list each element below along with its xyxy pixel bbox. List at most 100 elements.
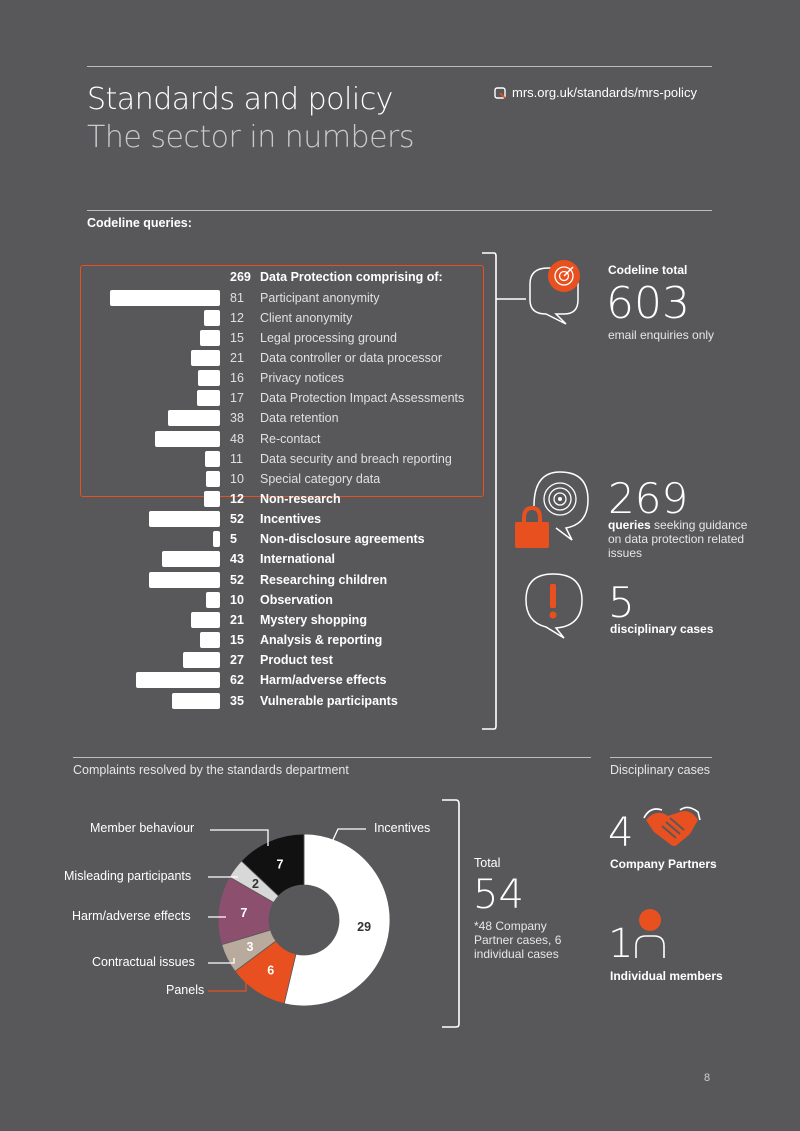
bar-value: 27 — [230, 653, 244, 668]
complaints-total-note: *48 Company Partner cases, 6 individual … — [474, 919, 562, 961]
bar-value: 15 — [230, 330, 244, 345]
bar — [203, 491, 220, 507]
bar-value: 12 — [230, 310, 244, 325]
page-title: Standards and policy — [87, 82, 393, 117]
bar-value: 12 — [230, 492, 244, 506]
label-panels: Panels — [166, 983, 205, 997]
bar-label: Data Protection Impact Assessments — [260, 391, 465, 406]
bar — [183, 652, 220, 669]
bar-label: Researching children — [260, 572, 388, 587]
bar-label: Harm/adverse effects — [260, 673, 387, 688]
bar-value: 21 — [230, 350, 244, 365]
bar-row: 62 Harm/adverse effects — [0, 670, 500, 690]
bar-value: 35 — [230, 693, 244, 708]
data-protection-frame — [80, 265, 484, 497]
bar-value: 11 — [230, 451, 243, 466]
bar-value: 43 — [230, 552, 244, 567]
leader-incentives — [331, 828, 366, 843]
bar-row: 12 Client anonymity — [0, 308, 500, 328]
bar-label: Analysis & reporting — [260, 633, 383, 648]
bar-row: 48 Re-contact — [0, 429, 500, 449]
bar-label: Participant anonymity — [260, 290, 380, 305]
bar-label: Re-contact — [260, 431, 321, 446]
leader-member-behaviour — [210, 829, 269, 846]
bar — [168, 410, 220, 427]
donut-slice-value: 2 — [252, 877, 259, 891]
leader-panels — [208, 982, 247, 992]
bar-value: 15 — [230, 633, 244, 648]
bar-row: 5 Non-disclosure agreements — [0, 529, 500, 549]
top-rule — [87, 66, 712, 67]
section-rule — [87, 210, 712, 211]
leader-contractual — [208, 958, 235, 964]
bar-row: 52 Incentives — [0, 509, 500, 529]
donut-slice-value: 6 — [267, 964, 274, 978]
dp-queries-text: seeking guidance on data protection rela… — [608, 518, 748, 560]
bar — [191, 611, 220, 628]
bar-label: Client anonymity — [260, 310, 353, 325]
link-icon — [494, 86, 506, 99]
bar-row: 21 Mystery shopping — [0, 610, 500, 630]
complaints-rule — [73, 757, 591, 758]
policy-link-text[interactable]: mrs.org.uk/standards/mrs-policy — [512, 85, 697, 100]
bar — [172, 692, 220, 709]
speech-bubble-icon — [529, 260, 580, 325]
codeline-bracket — [482, 252, 526, 730]
bar-row: 16 Privacy notices — [0, 368, 500, 388]
bar-row: 11 Data security and breach reporting — [0, 449, 500, 469]
codeline-total-value: 603 — [606, 278, 690, 329]
bar — [135, 672, 220, 689]
label-incentives: Incentives — [374, 821, 431, 835]
donut-slice-value: 29 — [357, 920, 371, 934]
bar-value: 21 — [230, 612, 244, 627]
company-partners-value: 4 — [608, 810, 634, 856]
bar — [213, 531, 220, 548]
bar-row: 15 Legal processing ground — [0, 328, 500, 348]
disciplinary-section-label: Disciplinary cases — [610, 763, 711, 777]
complaints-total-label: Total — [474, 856, 501, 870]
bar-value: 10 — [230, 592, 244, 607]
bar-label: Vulnerable participants — [260, 693, 398, 708]
bar-row: 81 Participant anonymity — [0, 288, 500, 308]
bar-label: Data retention — [260, 411, 339, 426]
dp-queries-bold: queries — [608, 518, 651, 532]
bar-value: 81 — [230, 290, 244, 305]
bar — [161, 551, 220, 568]
label-misleading-participants: Misleading participants — [64, 869, 192, 883]
person-icon — [635, 909, 665, 958]
donut-slice-value: 3 — [246, 940, 253, 954]
data-protection-header-row: 269 Data Protection comprising of: — [0, 267, 500, 287]
page-number: 8 — [704, 1072, 711, 1084]
bar — [110, 289, 220, 306]
bar-row: 27 Product test — [0, 650, 500, 670]
bar — [149, 511, 220, 528]
bar-value: 16 — [230, 371, 244, 386]
bar-label: International — [260, 552, 336, 567]
codeline-section-label: Codeline queries: — [87, 216, 192, 230]
padlock-target-icon — [515, 471, 589, 548]
disciplinary-note: disciplinary cases — [610, 622, 714, 636]
codeline-total-label: Codeline total — [608, 263, 688, 277]
bar-row: 12 Non-research — [0, 489, 500, 509]
bar-row: 10 Observation — [0, 590, 500, 610]
bar-row: 21 Data controller or data processor — [0, 348, 500, 368]
individual-members-label: Individual members — [610, 969, 723, 983]
bar — [199, 632, 220, 649]
bar-value: 38 — [230, 411, 244, 426]
page-subtitle: The sector in numbers — [87, 120, 415, 155]
bar-row: 10 Special category data — [0, 469, 500, 489]
bar — [191, 349, 220, 366]
bar-label: Data controller or data processor — [260, 350, 443, 365]
complaints-donut-chart: 29 63 7 2 7 — [208, 828, 391, 1007]
bar-value: 62 — [230, 673, 244, 688]
bar-label: Special category data — [260, 471, 381, 486]
bar — [199, 329, 220, 346]
donut-slice — [240, 833, 305, 897]
bar-value: 5 — [230, 532, 237, 547]
bar-label: Mystery shopping — [260, 612, 367, 627]
bar — [198, 370, 220, 387]
disciplinary-rule — [610, 757, 712, 758]
policy-link[interactable]: mrs.org.uk/standards/mrs-policy — [494, 85, 697, 100]
bar — [149, 571, 220, 588]
complaints-total-value: 54 — [473, 872, 524, 918]
